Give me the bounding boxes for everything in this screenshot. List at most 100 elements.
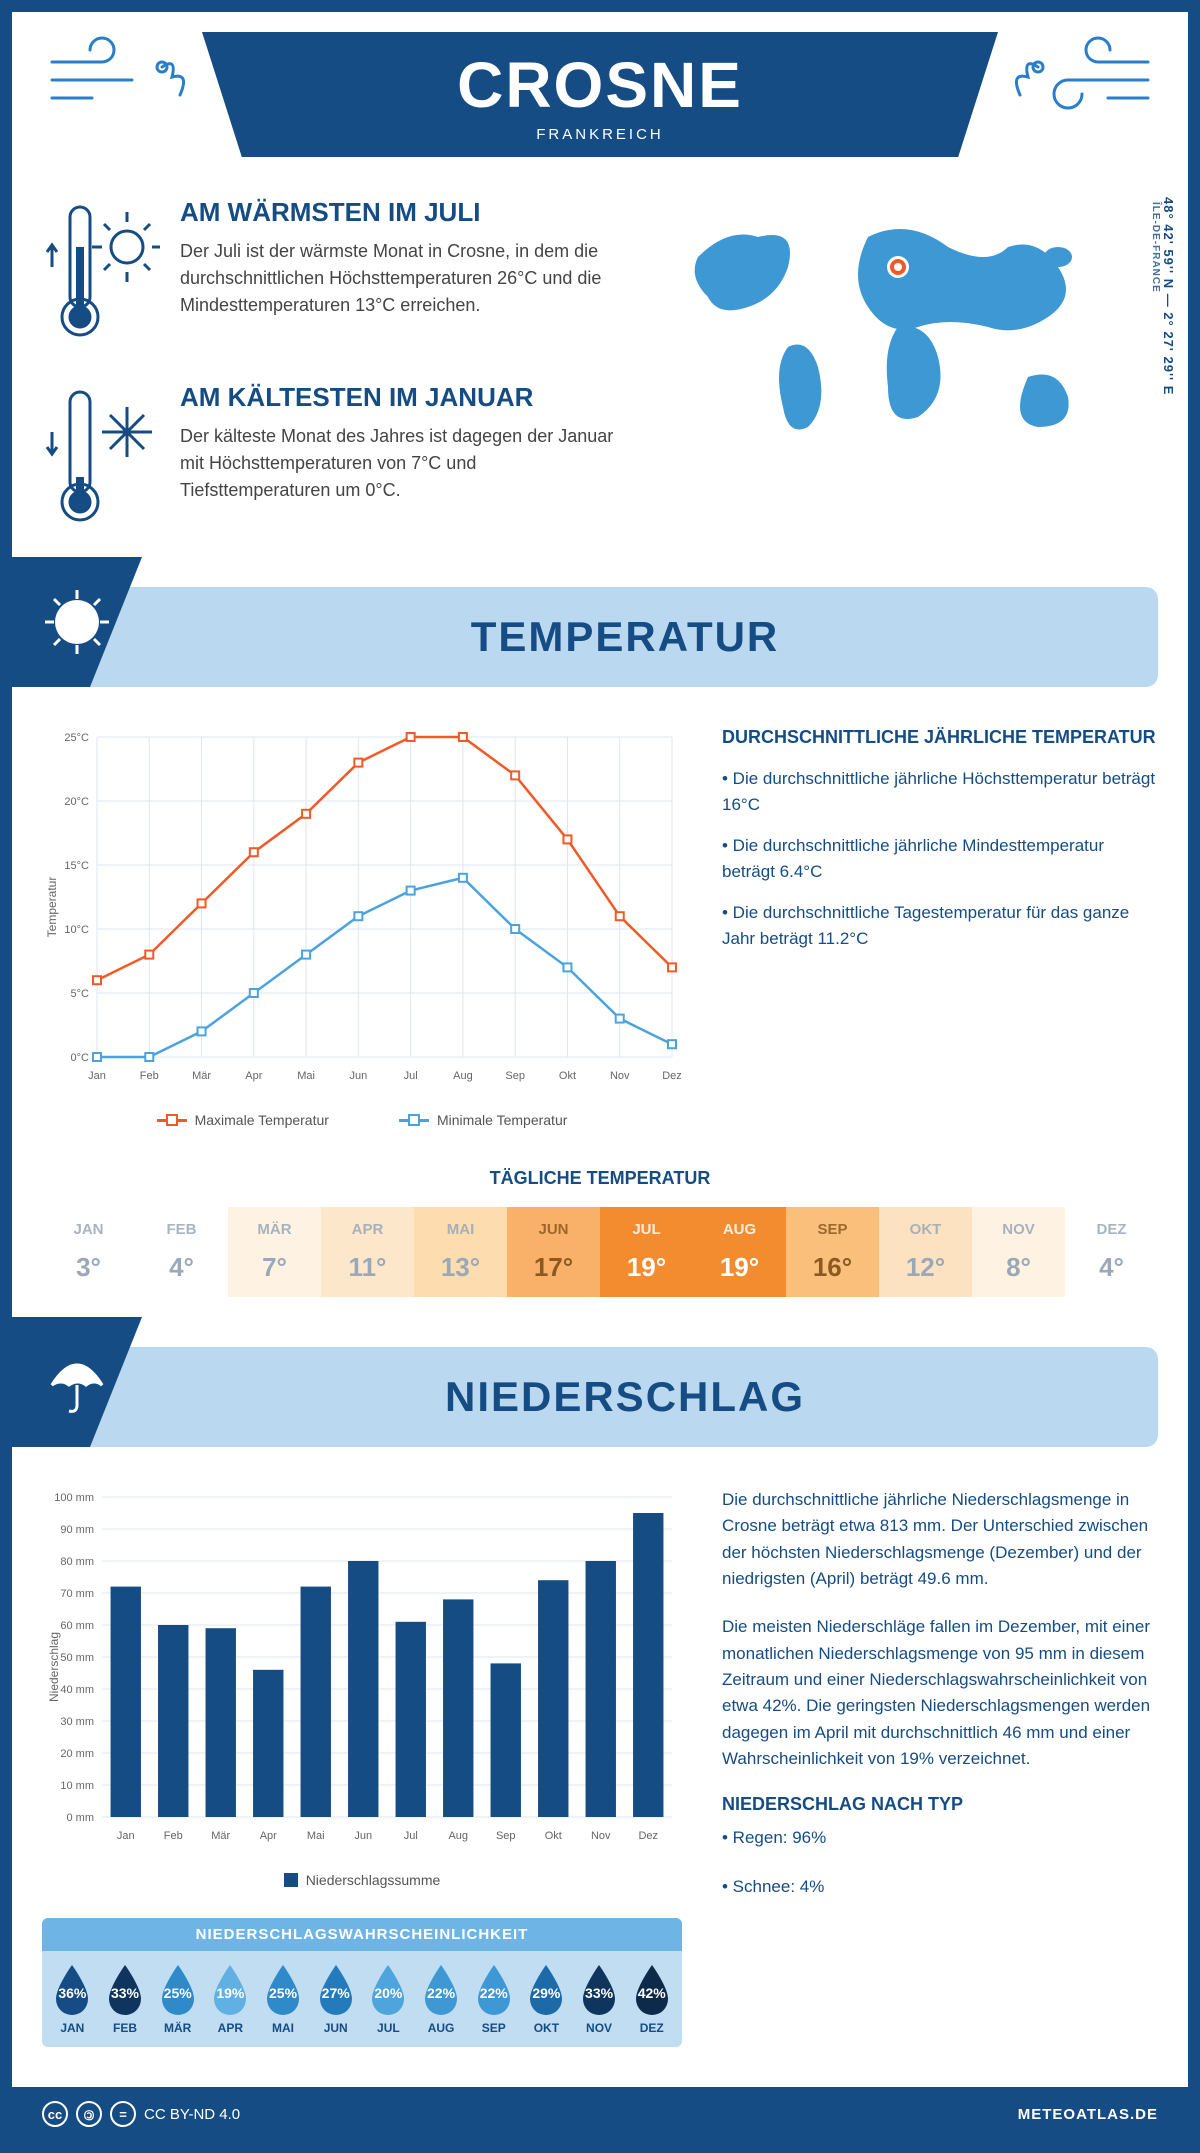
prob-cell: 22% SEP: [467, 1963, 520, 2035]
coordinates: 48° 42' 59'' N — 2° 27' 29'' E: [1161, 197, 1176, 395]
cc-icon: cc: [42, 2101, 68, 2127]
wind-icon: [42, 32, 192, 122]
daily-temp-cell: JUL19°: [600, 1207, 693, 1297]
prob-cell: 29% OKT: [520, 1963, 573, 2035]
prob-cell: 22% AUG: [415, 1963, 468, 2035]
svg-text:25°C: 25°C: [64, 732, 89, 744]
nd-icon: =: [110, 2101, 136, 2127]
coldest-title: AM KÄLTESTEN IM JANUAR: [180, 382, 628, 413]
svg-text:Niederschlag: Niederschlag: [47, 1632, 61, 1702]
svg-text:Jul: Jul: [404, 1830, 418, 1842]
svg-text:Jul: Jul: [404, 1070, 418, 1082]
svg-text:Mär: Mär: [211, 1830, 230, 1842]
warmest-block: AM WÄRMSTEN IM JULI Der Juli ist der wär…: [42, 197, 628, 352]
svg-text:Temperatur: Temperatur: [45, 877, 59, 938]
svg-text:Jun: Jun: [354, 1830, 372, 1842]
footer: cc 🄯 = CC BY-ND 4.0 METEOATLAS.DE: [12, 2087, 1188, 2141]
warmest-title: AM WÄRMSTEN IM JULI: [180, 197, 628, 228]
svg-text:Sep: Sep: [496, 1830, 516, 1842]
prob-cell: 19% APR: [204, 1963, 257, 2035]
temp-line-chart: 0°C5°C10°C15°C20°C25°CJanFebMärAprMaiJun…: [42, 727, 682, 1087]
svg-text:20°C: 20°C: [64, 796, 89, 808]
prob-cell: 25% MAI: [257, 1963, 310, 2035]
wind-icon: [1008, 32, 1158, 122]
daily-temp-cell: OKT12°: [879, 1207, 972, 1297]
daily-temp-cell: DEZ4°: [1065, 1207, 1158, 1297]
svg-text:50 mm: 50 mm: [60, 1652, 94, 1664]
svg-text:Dez: Dez: [638, 1830, 658, 1842]
daily-temp-title: TÄGLICHE TEMPERATUR: [42, 1168, 1158, 1189]
svg-text:Jan: Jan: [88, 1070, 106, 1082]
prob-cell: 20% JUL: [362, 1963, 415, 2035]
world-map: 48° 42' 59'' N — 2° 27' 29'' E ÎLE-DE-FR…: [668, 197, 1158, 567]
section-head-precip: NIEDERSCHLAG: [42, 1347, 1158, 1447]
daily-temp-cell: FEB4°: [135, 1207, 228, 1297]
legend-min: .legend-item:nth-child(2) .legend-swatch…: [399, 1112, 567, 1128]
precip-text: Die durchschnittliche jährliche Niedersc…: [722, 1487, 1158, 2047]
svg-text:60 mm: 60 mm: [60, 1620, 94, 1632]
by-icon: 🄯: [76, 2101, 102, 2127]
svg-text:10 mm: 10 mm: [60, 1780, 94, 1792]
svg-text:80 mm: 80 mm: [60, 1556, 94, 1568]
svg-text:10°C: 10°C: [64, 924, 89, 936]
title-ribbon: CROSNE FRANKREICH: [202, 32, 998, 157]
section-head-temp: TEMPERATUR: [42, 587, 1158, 687]
svg-text:70 mm: 70 mm: [60, 1588, 94, 1600]
section-title: TEMPERATUR: [92, 613, 1158, 661]
daily-temp-cell: MÄR7°: [228, 1207, 321, 1297]
svg-text:Mai: Mai: [297, 1070, 315, 1082]
svg-text:Jun: Jun: [349, 1070, 367, 1082]
svg-text:Jan: Jan: [117, 1830, 135, 1842]
legend-precip: Niederschlagssumme: [284, 1872, 441, 1888]
svg-text:Nov: Nov: [591, 1830, 611, 1842]
svg-text:Mär: Mär: [192, 1070, 211, 1082]
prob-cell: 36% JAN: [46, 1963, 99, 2035]
svg-text:Feb: Feb: [164, 1830, 183, 1842]
daily-temp-cell: MAI13°: [414, 1207, 507, 1297]
svg-text:40 mm: 40 mm: [60, 1684, 94, 1696]
header: CROSNE FRANKREICH: [42, 12, 1158, 157]
svg-text:100 mm: 100 mm: [54, 1492, 94, 1504]
section-title: NIEDERSCHLAG: [92, 1373, 1158, 1421]
svg-text:Mai: Mai: [307, 1830, 325, 1842]
svg-text:Nov: Nov: [610, 1070, 630, 1082]
thermometer-cold-icon: [42, 382, 162, 537]
svg-text:Aug: Aug: [453, 1070, 473, 1082]
daily-temp-cell: JUN17°: [507, 1207, 600, 1297]
warmest-text: Der Juli ist der wärmste Monat in Crosne…: [180, 238, 628, 319]
svg-text:Apr: Apr: [260, 1830, 277, 1842]
daily-temp-table: JAN3°FEB4°MÄR7°APR11°MAI13°JUN17°JUL19°A…: [42, 1207, 1158, 1297]
site-name: METEOATLAS.DE: [1018, 2106, 1158, 2123]
legend-max: .legend-item:nth-child(1) .legend-swatch…: [157, 1112, 329, 1128]
svg-text:Aug: Aug: [448, 1830, 468, 1842]
svg-text:90 mm: 90 mm: [60, 1524, 94, 1536]
svg-text:30 mm: 30 mm: [60, 1716, 94, 1728]
daily-temp-cell: JAN3°: [42, 1207, 135, 1297]
coldest-block: AM KÄLTESTEN IM JANUAR Der kälteste Mona…: [42, 382, 628, 537]
svg-text:Okt: Okt: [559, 1070, 576, 1082]
svg-text:Okt: Okt: [545, 1830, 562, 1842]
country-name: FRANKREICH: [212, 126, 988, 143]
svg-text:5°C: 5°C: [71, 988, 90, 1000]
prob-cell: 33% NOV: [573, 1963, 626, 2035]
daily-temp-cell: SEP16°: [786, 1207, 879, 1297]
region-label: ÎLE-DE-FRANCE: [1150, 202, 1161, 395]
prob-cell: 25% MÄR: [151, 1963, 204, 2035]
daily-temp-cell: APR11°: [321, 1207, 414, 1297]
svg-text:Sep: Sep: [505, 1070, 525, 1082]
svg-text:Dez: Dez: [662, 1070, 682, 1082]
prob-cell: 33% FEB: [99, 1963, 152, 2035]
prob-cell: 27% JUN: [309, 1963, 362, 2035]
svg-text:Apr: Apr: [245, 1070, 262, 1082]
svg-text:20 mm: 20 mm: [60, 1748, 94, 1760]
license: cc 🄯 = CC BY-ND 4.0: [42, 2101, 240, 2127]
daily-temp-cell: AUG19°: [693, 1207, 786, 1297]
svg-text:0 mm: 0 mm: [67, 1812, 95, 1824]
temp-facts: DURCHSCHNITTLICHE JÄHRLICHE TEMPERATUR •…: [722, 727, 1158, 1128]
svg-text:0°C: 0°C: [71, 1052, 90, 1064]
city-name: CROSNE: [212, 48, 988, 122]
precip-bar-chart: 0 mm 10 mm 20 mm 30 mm 40 mm 50 mm 60 mm 70 mm 8…: [42, 1487, 682, 1847]
precip-probability-box: NIEDERSCHLAGSWAHRSCHEINLICHKEIT 36% JAN …: [42, 1918, 682, 2047]
prob-cell: 42% DEZ: [625, 1963, 678, 2035]
daily-temp-cell: NOV8°: [972, 1207, 1065, 1297]
